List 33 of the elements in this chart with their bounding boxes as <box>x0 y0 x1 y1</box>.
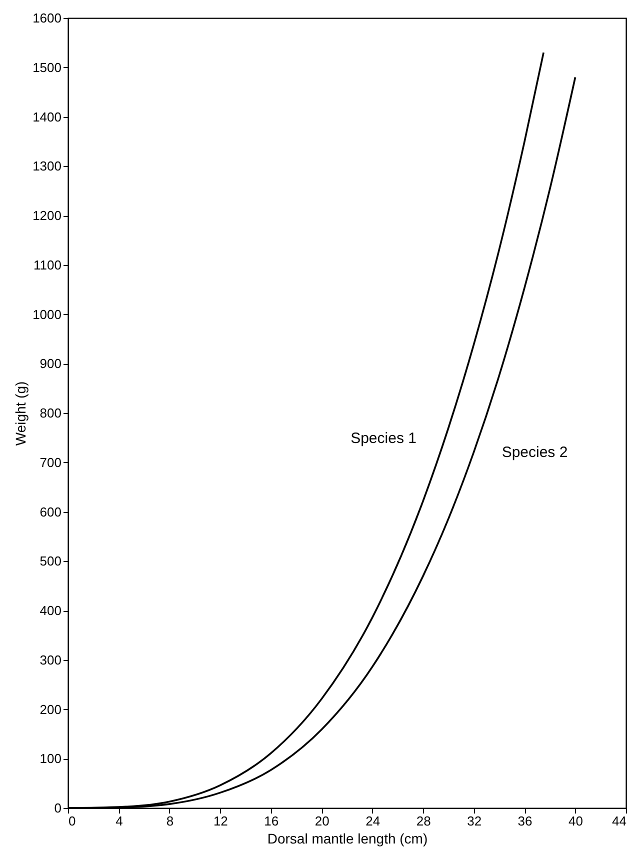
x-tick-label: 8 <box>166 814 174 828</box>
x-tick-label: 20 <box>314 814 330 828</box>
x-axis-title: Dorsal mantle length (cm) <box>267 830 428 846</box>
y-tick-label: 1600 <box>32 10 62 26</box>
y-tick-label: 900 <box>40 356 62 372</box>
x-tick-label: 4 <box>116 814 123 828</box>
x-tick-label: 44 <box>612 814 626 828</box>
y-tick-label: 800 <box>40 406 62 420</box>
x-tick-label: 0 <box>68 814 76 828</box>
y-tick-label: 100 <box>40 751 62 766</box>
y-tick-label: 0 <box>54 800 62 816</box>
y-tick-label: 1400 <box>32 109 62 124</box>
x-tick-label: 12 <box>213 814 228 828</box>
x-tick-label: 24 <box>366 814 380 828</box>
y-tick-label: 1100 <box>34 257 62 272</box>
x-tick-label: 36 <box>518 814 532 828</box>
y-tick-label: 400 <box>40 603 62 618</box>
x-tick-label: 28 <box>416 814 431 828</box>
x-tick-label: 32 <box>467 814 482 828</box>
y-tick-label: 1500 <box>32 60 62 75</box>
series-label: Species 2 <box>502 444 568 462</box>
y-tick-label: 200 <box>40 702 62 717</box>
y-tick-label: 700 <box>40 454 62 470</box>
y-tick-label: 500 <box>40 554 62 569</box>
y-tick-label: 1000 <box>32 306 62 322</box>
x-tick-label: 16 <box>264 814 279 828</box>
y-axis-title: Weight (g) <box>12 381 29 446</box>
series-label: Species 1 <box>350 430 416 447</box>
y-tick-label: 600 <box>40 504 62 520</box>
y-tick-label: 1200 <box>32 208 62 223</box>
y-tick-label: 1300 <box>32 158 62 174</box>
x-tick-label: 40 <box>568 814 584 828</box>
y-tick-label: 300 <box>40 652 62 668</box>
